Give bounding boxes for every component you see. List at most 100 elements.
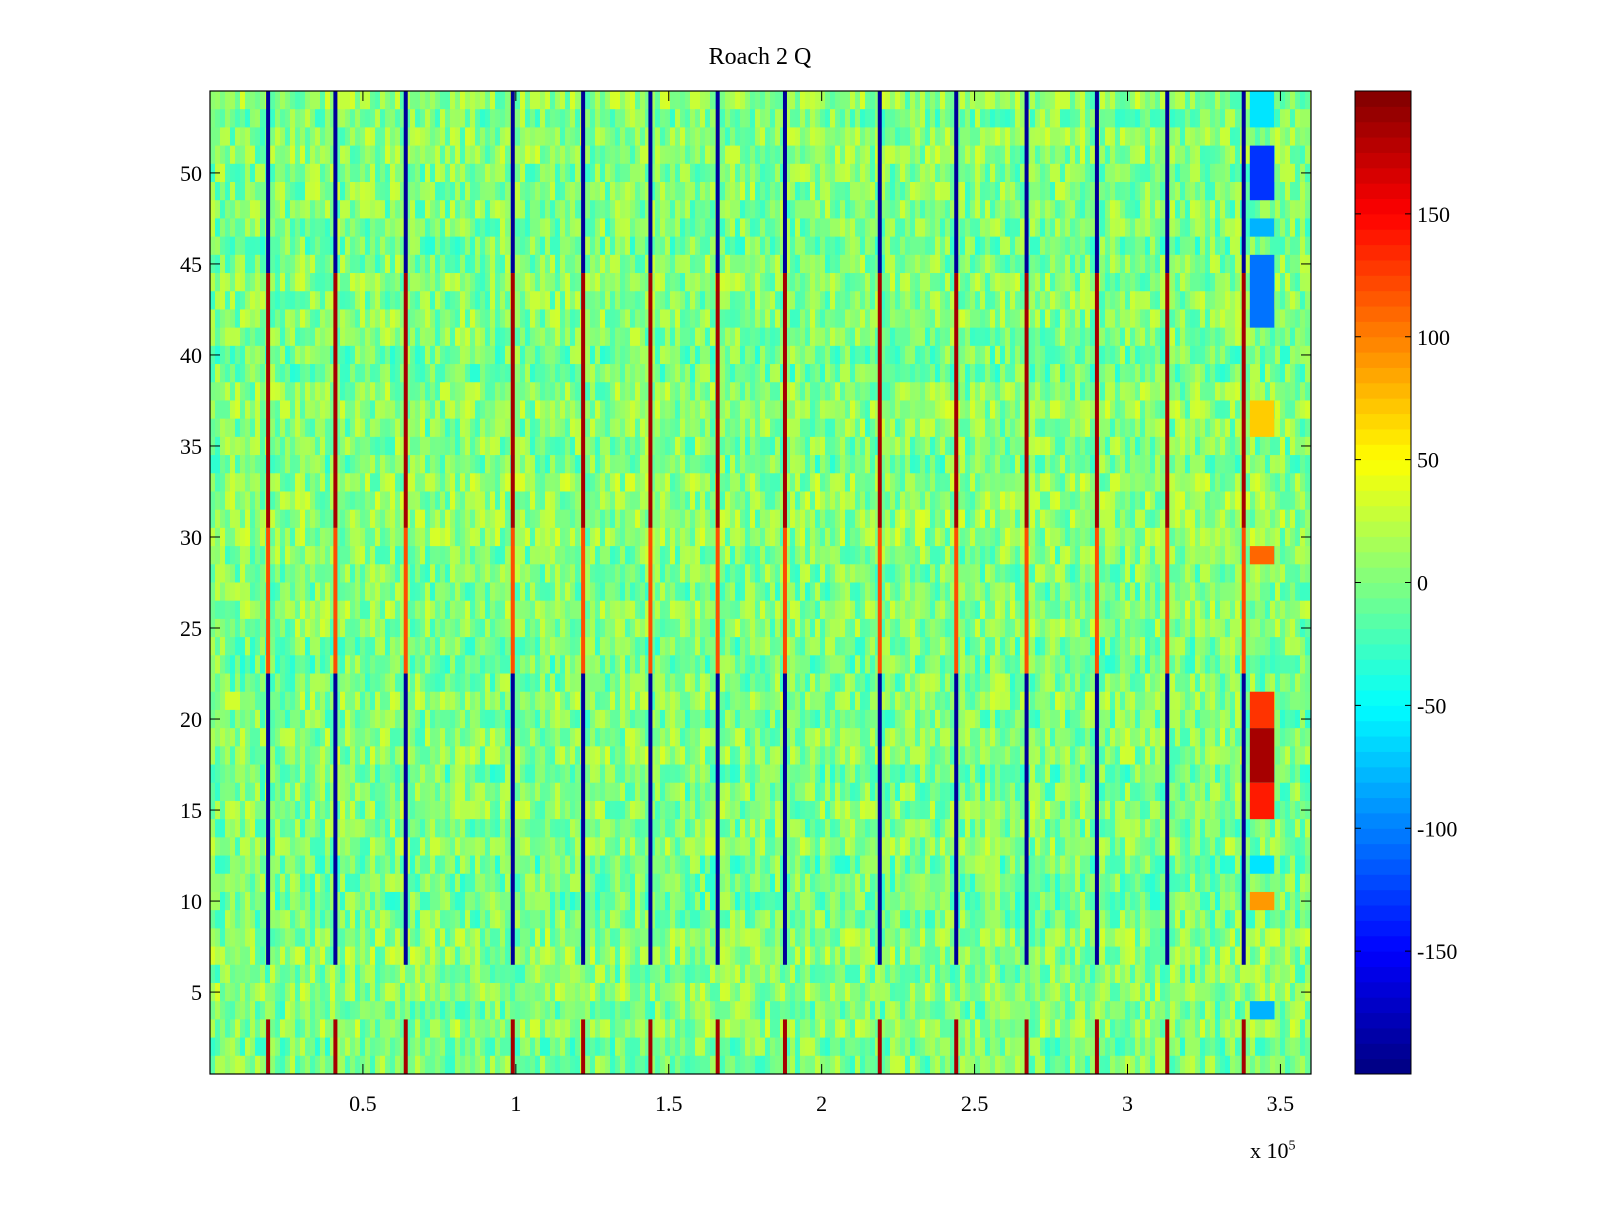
heatmap-cell	[765, 327, 771, 347]
heatmap-cell	[700, 200, 706, 219]
heatmap-cell	[240, 291, 246, 310]
heatmap-cell	[970, 345, 976, 365]
heatmap-cell	[235, 455, 241, 474]
heatmap-cell	[1145, 364, 1151, 383]
heatmap-cell	[1010, 218, 1016, 238]
heatmap-cell	[1080, 200, 1086, 219]
heatmap-cell	[425, 182, 431, 201]
heatmap-cell	[1285, 163, 1291, 183]
heatmap-cell	[675, 400, 681, 420]
heatmap-cell	[500, 145, 506, 165]
heatmap-cell	[905, 127, 911, 147]
heatmap-cell	[525, 218, 531, 238]
heatmap-cell	[270, 455, 276, 474]
heatmap-cell	[350, 382, 356, 401]
heatmap-cell	[1190, 218, 1196, 238]
heatmap-cell	[690, 109, 696, 128]
heatmap-cell	[695, 109, 701, 128]
heatmap-cell	[1085, 436, 1091, 456]
heatmap-cell	[960, 418, 966, 438]
heatmap-cell	[490, 127, 496, 147]
heatmap-cell	[810, 273, 816, 292]
heatmap-cell	[565, 218, 571, 238]
heatmap-cell	[775, 236, 781, 256]
heatmap-cell	[900, 254, 906, 274]
heatmap-cell	[395, 473, 401, 492]
heatmap-cell	[575, 345, 581, 365]
heatmap-cell	[455, 309, 461, 329]
heatmap-cell	[455, 400, 461, 420]
heatmap-cell	[995, 400, 1001, 420]
heatmap-cell	[865, 364, 871, 383]
heatmap-cell	[370, 400, 376, 420]
heatmap-cell	[435, 400, 441, 420]
heatmap-cell	[1185, 109, 1191, 128]
heatmap-cell	[1300, 473, 1306, 492]
heatmap-cell	[495, 200, 501, 219]
heatmap-cell	[655, 455, 661, 474]
heatmap-cell	[735, 182, 741, 201]
heatmap-cell	[765, 291, 771, 310]
heatmap-cell	[270, 436, 276, 456]
heatmap-cell	[900, 327, 906, 347]
heatmap-cell	[355, 200, 361, 219]
heatmap-cell	[1080, 364, 1086, 383]
heatmap-cell	[1015, 473, 1021, 492]
heatmap-cell	[700, 127, 706, 147]
heatmap-cell	[795, 91, 801, 110]
heatmap-cell	[570, 218, 576, 238]
heatmap-cell	[445, 109, 451, 128]
heatmap-cell	[1205, 182, 1211, 201]
heatmap-cell	[740, 182, 746, 201]
heatmap-cell	[920, 109, 926, 128]
heatmap-cell	[855, 254, 861, 274]
heatmap-cell	[425, 127, 431, 147]
heatmap-cell	[880, 327, 886, 347]
heatmap-cell	[1200, 127, 1206, 147]
heatmap-cell	[1120, 218, 1126, 238]
heatmap-cell	[330, 127, 336, 147]
heatmap-cell	[1195, 236, 1201, 256]
heatmap-cell	[695, 254, 701, 274]
heatmap-cell	[1290, 455, 1296, 474]
heatmap-cell	[415, 400, 421, 420]
heatmap-cell	[535, 327, 541, 347]
heatmap-cell	[705, 309, 711, 329]
heatmap-cell	[1135, 436, 1141, 456]
heatmap-cell	[340, 364, 346, 383]
heatmap-cell	[915, 364, 921, 383]
heatmap-cell	[970, 418, 976, 438]
heatmap-cell	[415, 182, 421, 201]
heatmap-cell	[785, 200, 791, 219]
heatmap-cell	[330, 273, 336, 292]
heatmap-cell	[625, 418, 631, 438]
heatmap-cell	[825, 418, 831, 438]
heatmap-cell	[250, 109, 256, 128]
heatmap-cell	[235, 145, 241, 165]
heatmap-cell	[615, 455, 621, 474]
heatmap-cell	[350, 91, 356, 110]
heatmap-cell	[430, 345, 436, 365]
heatmap-cell	[1300, 400, 1306, 420]
heatmap-cell	[995, 182, 1001, 201]
heatmap-cell	[935, 364, 941, 383]
heatmap-cell	[595, 364, 601, 383]
heatmap-cell	[530, 236, 536, 256]
heatmap-cell	[250, 473, 256, 492]
heatmap-cell	[785, 163, 791, 183]
heatmap-cell	[935, 309, 941, 329]
heatmap-cell	[950, 182, 956, 201]
heatmap-cell	[875, 109, 881, 128]
heatmap-cell	[240, 109, 246, 128]
heatmap-cell	[620, 145, 626, 165]
heatmap-cell	[650, 218, 656, 238]
heatmap-cell	[310, 364, 316, 383]
heatmap-cell	[470, 145, 476, 165]
heatmap-cell	[770, 236, 776, 256]
heatmap-cell	[280, 109, 286, 128]
heatmap-cell	[225, 436, 231, 456]
heatmap-cell	[1270, 436, 1276, 456]
heatmap-cell	[1000, 400, 1006, 420]
heatmap-cell	[985, 127, 991, 147]
heatmap-cell	[800, 345, 806, 365]
